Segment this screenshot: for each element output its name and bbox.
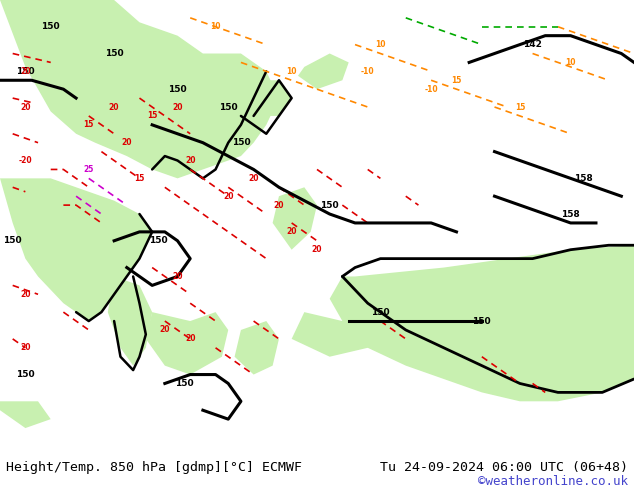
Text: -10: -10	[424, 85, 438, 94]
Polygon shape	[0, 0, 279, 178]
Text: 20: 20	[20, 290, 30, 299]
Text: Tu 24-09-2024 06:00 UTC (06+48): Tu 24-09-2024 06:00 UTC (06+48)	[380, 462, 628, 474]
Polygon shape	[235, 80, 292, 116]
Text: 20: 20	[172, 102, 183, 112]
Polygon shape	[330, 245, 634, 401]
Text: 20: 20	[160, 325, 170, 335]
Text: 10: 10	[566, 58, 576, 67]
Text: 20: 20	[274, 200, 284, 210]
Text: 20: 20	[122, 138, 132, 147]
Text: 150: 150	[16, 370, 35, 379]
Text: 10: 10	[287, 67, 297, 76]
Text: 15: 15	[84, 121, 94, 129]
Text: 150: 150	[174, 379, 193, 388]
Text: 142: 142	[523, 40, 542, 49]
Polygon shape	[292, 312, 380, 357]
Text: 20: 20	[20, 102, 30, 112]
Text: Height/Temp. 850 hPa [gdmp][°C] ECMWF: Height/Temp. 850 hPa [gdmp][°C] ECMWF	[6, 462, 302, 474]
Text: 15: 15	[134, 174, 145, 183]
Text: 15: 15	[147, 111, 157, 121]
Text: 150: 150	[231, 138, 250, 147]
Polygon shape	[146, 312, 228, 374]
Text: -20: -20	[18, 156, 32, 165]
Text: 20: 20	[109, 102, 119, 112]
Polygon shape	[298, 53, 349, 89]
Text: 10: 10	[210, 22, 221, 31]
Text: 150: 150	[105, 49, 124, 58]
Text: ©weatheronline.co.uk: ©weatheronline.co.uk	[477, 475, 628, 488]
Text: 20: 20	[312, 245, 322, 254]
Polygon shape	[0, 401, 51, 428]
Polygon shape	[0, 178, 152, 321]
Text: 15: 15	[515, 102, 525, 112]
Text: 20: 20	[20, 67, 30, 76]
Polygon shape	[235, 321, 279, 374]
Text: 20: 20	[249, 174, 259, 183]
Text: -10: -10	[361, 67, 375, 76]
Text: 150: 150	[149, 236, 168, 245]
Polygon shape	[273, 187, 317, 250]
Text: 158: 158	[561, 210, 580, 219]
Text: 158: 158	[574, 174, 593, 183]
Text: 150: 150	[472, 317, 491, 325]
Text: 25: 25	[84, 165, 94, 174]
Text: 20: 20	[287, 227, 297, 236]
Text: 20: 20	[20, 343, 30, 352]
Text: 20: 20	[223, 192, 233, 201]
Text: 15: 15	[451, 76, 462, 85]
Text: 20: 20	[172, 272, 183, 281]
Text: 20: 20	[185, 334, 195, 343]
Text: 10: 10	[375, 40, 385, 49]
Text: 150: 150	[16, 67, 35, 76]
Text: 20: 20	[185, 156, 195, 165]
Text: 150: 150	[168, 85, 187, 94]
Text: 150: 150	[320, 200, 339, 210]
Polygon shape	[108, 276, 152, 366]
Text: 150: 150	[371, 308, 390, 317]
Text: 150: 150	[41, 22, 60, 31]
Text: 150: 150	[219, 102, 238, 112]
Text: 150: 150	[3, 236, 22, 245]
